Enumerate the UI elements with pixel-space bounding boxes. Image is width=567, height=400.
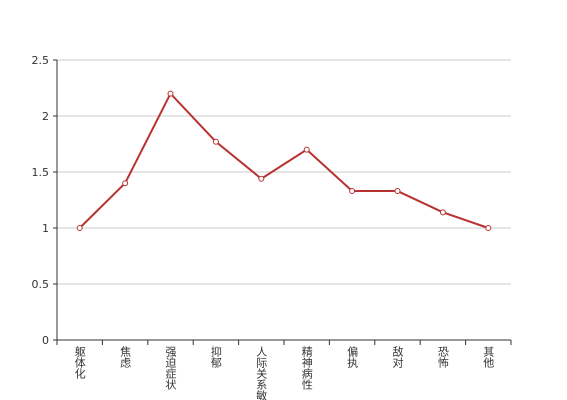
point [167,90,174,97]
x-tick-label: 强迫症状 [164,346,177,390]
line [78,91,489,229]
point [303,146,310,153]
point [349,188,356,195]
x-tick-label: 躯体化 [73,346,86,380]
x-tick-label: 抑郁 [209,345,222,368]
x-tick-label: 人际关系敏感 [255,346,268,400]
point [76,225,83,231]
point [394,188,401,195]
y-tick-label: 2 [42,110,49,123]
point [122,180,129,187]
x-tick-label: 其他 [482,346,495,368]
point [258,175,265,182]
point [439,209,446,216]
y-tick-label: 1.5 [32,166,50,179]
x-tick-label: 恐怖 [436,346,449,368]
x-tick-label: 焦虑 [119,346,132,368]
point [485,225,492,231]
point [212,138,219,145]
x-tick-label: 敌对 [391,345,404,368]
y-tick-label: 0.5 [32,278,50,291]
y-tick-label: 0 [42,334,49,347]
y-tick-label: 2.5 [32,54,50,67]
y-tick-label: 1 [42,222,49,235]
x-tick-label: 精神病性 [300,346,313,391]
x-tick-label: 偏执 [346,345,359,369]
